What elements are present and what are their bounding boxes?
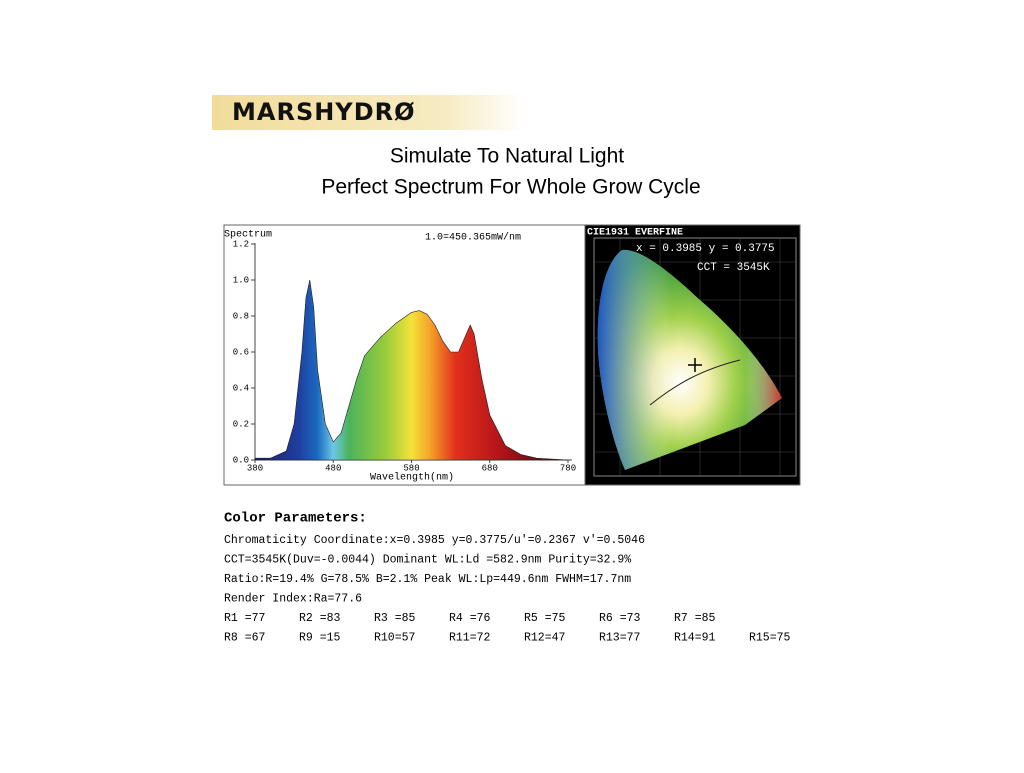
cie-grid bbox=[593, 237, 797, 477]
render-index: R4 =76 bbox=[449, 612, 491, 625]
y-tick-label: 0.0 bbox=[233, 455, 249, 465]
x-tick-label: 380 bbox=[247, 463, 263, 473]
y-axis-label: Spectrum bbox=[224, 230, 272, 241]
chromaticity-marker bbox=[688, 358, 702, 372]
cie-coordinate: x = 0.3985 y = 0.3775 bbox=[636, 243, 775, 255]
logo-bar bbox=[212, 95, 525, 130]
y-tick-label: 0.8 bbox=[233, 311, 249, 321]
render-index: R6 =73 bbox=[599, 612, 641, 625]
render-index: R9 =15 bbox=[299, 632, 341, 645]
x-tick-label: 480 bbox=[325, 463, 341, 473]
render-index: R14=91 bbox=[674, 632, 716, 645]
parameter-line: Render Index:Ra=77.6 bbox=[224, 593, 362, 606]
render-index: R2 =83 bbox=[299, 612, 341, 625]
x-tick-label: 680 bbox=[482, 463, 498, 473]
parameter-line: Chromaticity Coordinate:x=0.3985 y=0.377… bbox=[224, 534, 645, 547]
cie-cct: CCT = 3545K bbox=[697, 262, 770, 274]
y-tick-label: 0.4 bbox=[233, 383, 249, 393]
y-tick-label: 0.6 bbox=[233, 347, 249, 357]
y-tick-label: 1.0 bbox=[233, 275, 249, 285]
render-index: R13=77 bbox=[599, 632, 640, 645]
annotation: 1.0=450.365mW/nm bbox=[425, 232, 521, 244]
y-tick-label: 0.2 bbox=[233, 419, 249, 429]
render-index: R8 =67 bbox=[224, 632, 265, 645]
render-index: R11=72 bbox=[449, 632, 491, 645]
planckian-locus bbox=[649, 359, 741, 406]
cie-gamut-edge bbox=[597, 249, 782, 470]
x-tick-label: 780 bbox=[560, 463, 576, 473]
render-index: R7 =85 bbox=[674, 612, 716, 625]
headline: Simulate To Natural Light bbox=[390, 145, 624, 168]
spectrum-chart: Spectrum Wavelength(nm) 1.0=450.365mW/nm… bbox=[223, 224, 586, 486]
headline: Perfect Spectrum For Whole Grow Cycle bbox=[321, 176, 700, 199]
parameters-title: Color Parameters: bbox=[224, 511, 367, 527]
render-index: R1 =77 bbox=[224, 612, 265, 625]
logo: MARSHYDRØ bbox=[232, 98, 416, 126]
color-parameters: Color Parameters: Chromaticity Coordinat… bbox=[224, 511, 791, 645]
cie-diagram: CIE1931 EVERFINE x = 0.3985 y = 0.3775 C… bbox=[584, 224, 801, 486]
x-axis-label: Wavelength(nm) bbox=[370, 472, 454, 484]
render-index: R5 =75 bbox=[524, 612, 566, 625]
render-index: R15=75 bbox=[749, 632, 791, 645]
y-tick-label: 1.2 bbox=[233, 239, 249, 249]
render-index: R10=57 bbox=[374, 632, 415, 645]
parameter-line: CCT=3545K(Duv=-0.0044) Dominant WL:Ld =5… bbox=[224, 554, 631, 567]
render-index: R12=47 bbox=[524, 632, 565, 645]
parameter-line: Ratio:R=19.4% G=78.5% B=2.1% Peak WL:Lp=… bbox=[224, 573, 631, 586]
x-tick-label: 580 bbox=[403, 463, 419, 473]
spectrum-area bbox=[254, 279, 569, 461]
cie-title: CIE1931 EVERFINE bbox=[587, 228, 683, 239]
render-index: R3 =85 bbox=[374, 612, 416, 625]
